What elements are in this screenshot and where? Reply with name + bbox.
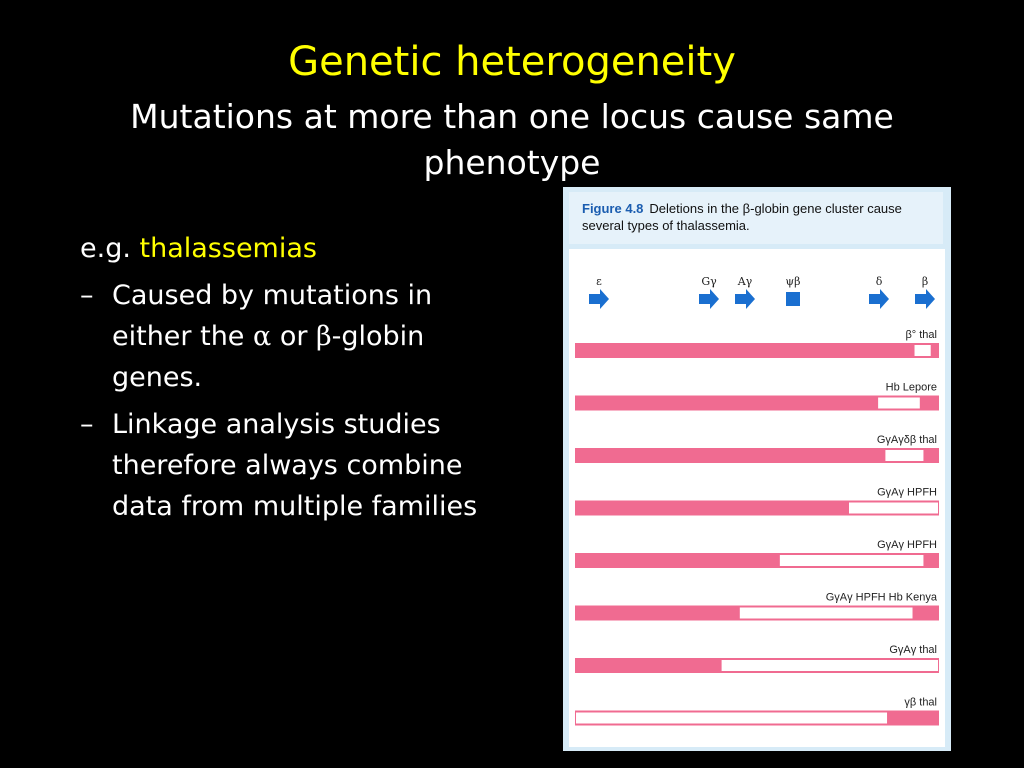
deletion-label: GγAγ thal bbox=[889, 644, 937, 656]
figure-panel: Figure 4.8 Deletions in the β-globin gene… bbox=[563, 187, 951, 751]
deletion-label: β° thal bbox=[905, 329, 937, 341]
deletion-label: GγAγ HPFH bbox=[877, 487, 937, 499]
example-line: e.g. thalassemias bbox=[80, 228, 510, 269]
pseudogene-marker bbox=[786, 292, 800, 306]
deletion-region bbox=[914, 345, 931, 356]
alpha-symbol: α bbox=[253, 321, 272, 352]
bullet-item: – Linkage analysis studies therefore alw… bbox=[80, 404, 510, 527]
deletion-label: GγAγδβ thal bbox=[877, 434, 937, 446]
gene-arrow-icon bbox=[915, 289, 935, 309]
gene-arrow-icon bbox=[589, 289, 609, 309]
bullet-text-part: or bbox=[271, 321, 317, 352]
bullet-dash: – bbox=[80, 409, 94, 440]
slide-body: e.g. thalassemias – Caused by mutations … bbox=[80, 228, 510, 527]
slide-title: Genetic heterogeneity bbox=[288, 39, 736, 85]
chromosome-bar bbox=[575, 448, 939, 463]
example-prefix: e.g. bbox=[80, 233, 131, 264]
example-highlight: thalassemias bbox=[139, 233, 317, 264]
gene-label: ψβ bbox=[786, 275, 801, 288]
slide-subtitle: Mutations at more than one locus cause s… bbox=[130, 97, 894, 182]
deletion-region bbox=[878, 397, 920, 409]
deletion-label: γβ thal bbox=[904, 697, 937, 709]
deletion-region bbox=[721, 660, 938, 671]
deletion-region bbox=[885, 450, 924, 461]
figure-label: Figure 4.8 bbox=[582, 201, 644, 216]
gene-label: β bbox=[922, 275, 928, 288]
deletion-diagram: ε Gγ Aγ ψβ δ β β° thal Hb Lepore GγAγδβ thal GγAγ… bbox=[569, 249, 945, 747]
gene-label: δ bbox=[876, 275, 883, 288]
bullet-item: – Caused by mutations in either the α or… bbox=[80, 275, 510, 398]
gene-arrow-icon bbox=[869, 289, 889, 309]
deletion-label: GγAγ HPFH bbox=[877, 539, 937, 551]
deletion-region bbox=[779, 555, 924, 566]
bullet-text-part: -globin genes. bbox=[112, 321, 425, 393]
chromosome-bar bbox=[575, 343, 939, 358]
deletion-region bbox=[739, 607, 913, 619]
chromosome-bar bbox=[575, 395, 939, 411]
chromosome-bar bbox=[575, 500, 939, 516]
gene-arrow-icon bbox=[735, 289, 755, 309]
gene-label: Gγ bbox=[701, 275, 717, 288]
deletion-region bbox=[849, 502, 938, 514]
bullet-text-part: Caused by mutations in either the bbox=[112, 280, 433, 352]
gene-label: ε bbox=[596, 275, 602, 288]
figure-caption-text: Deletions in the β-globin gene cluster c… bbox=[582, 201, 902, 233]
beta-symbol: β bbox=[316, 321, 332, 352]
deletion-region bbox=[576, 712, 888, 724]
figure-caption: Figure 4.8 Deletions in the β-globin gene… bbox=[569, 192, 943, 244]
deletion-label: GγAγ HPFH Hb Kenya bbox=[826, 592, 938, 604]
gene-label: Aγ bbox=[737, 275, 753, 288]
deletion-diagram-svg: ε Gγ Aγ ψβ δ β β° thal Hb Lepore GγAγδβ thal GγAγ… bbox=[575, 275, 939, 726]
deletion-label: Hb Lepore bbox=[886, 382, 937, 394]
bullet-text: Linkage analysis studies therefore alway… bbox=[112, 409, 478, 522]
bullet-dash: – bbox=[80, 280, 94, 311]
gene-arrow-icon bbox=[699, 289, 719, 309]
